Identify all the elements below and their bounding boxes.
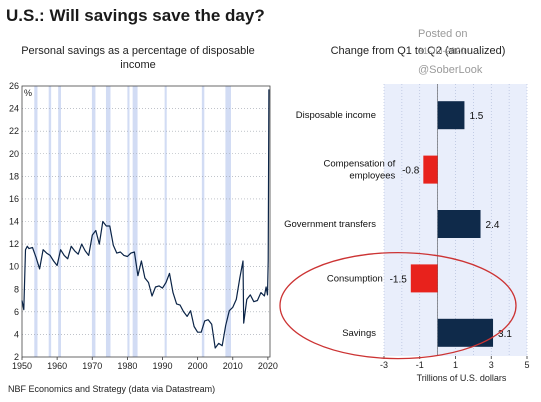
- chart-title: U.S.: Will savings save the day?: [6, 6, 265, 25]
- watermark-date: 31-Jul-2020: [418, 46, 466, 56]
- y-tick-label: 20: [9, 149, 19, 159]
- x-tick-label: -3: [380, 360, 388, 370]
- x-tick-label: 1980: [117, 361, 137, 371]
- y-tick-label: 22: [9, 126, 19, 136]
- recession-band: [127, 86, 130, 357]
- x-tick-label: 2010: [223, 361, 243, 371]
- y-tick-label: 10: [9, 262, 19, 272]
- x-tick-label: 5: [524, 360, 529, 370]
- recession-band: [91, 86, 96, 357]
- category-label: employees: [349, 171, 395, 182]
- y-tick-label: 6: [14, 307, 19, 317]
- bar: [437, 318, 494, 347]
- y-tick-label: 8: [14, 284, 19, 294]
- bar: [437, 210, 481, 238]
- category-label: Consumption: [327, 273, 383, 284]
- source-note: NBF Economics and Strategy (data via Dat…: [8, 384, 216, 394]
- recession-band: [201, 86, 205, 357]
- x-tick-label: -1: [416, 360, 424, 370]
- bar: [437, 101, 465, 130]
- bar-value-label: 3.1: [498, 329, 512, 340]
- category-label: Government transfers: [284, 219, 376, 230]
- bar-value-label: -0.8: [402, 166, 420, 177]
- y-tick-label: 4: [14, 329, 19, 339]
- bar-value-label: 2.4: [486, 220, 500, 231]
- recession-band: [34, 86, 38, 357]
- highlight-ellipse: [279, 251, 517, 360]
- x-axis-label: Trillions of U.S. dollars: [417, 373, 507, 383]
- x-tick-label: 2000: [188, 361, 208, 371]
- y-unit-label: %: [24, 88, 32, 98]
- q2-change-bar-chart: -3 -1 1 3 5 Trillions of U.S. dollars 1.5 Dispo…: [279, 84, 530, 383]
- bar-value-label: -1.5: [390, 274, 408, 285]
- right-chart-subtitle: Change from Q1 to Q2 (annualized): [330, 45, 506, 57]
- x-tick-label: 3: [489, 360, 494, 370]
- y-tick-label: 12: [9, 239, 19, 249]
- watermark-handle: @SoberLook: [418, 64, 483, 76]
- recession-band: [164, 86, 167, 357]
- x-tick-label: 1: [453, 360, 458, 370]
- plot-frame: [21, 85, 271, 358]
- recession-band: [225, 86, 232, 357]
- y-tick-label: 14: [9, 217, 19, 227]
- category-label: Disposable income: [296, 110, 376, 121]
- y-tick-label: 16: [9, 194, 19, 204]
- watermark-posted: Posted on: [418, 28, 468, 40]
- bar: [410, 264, 438, 293]
- recession-band: [105, 86, 111, 357]
- y-tick-label: 24: [9, 104, 19, 114]
- x-tick-label: 1990: [152, 361, 172, 371]
- x-tick-label: 2020: [258, 361, 278, 371]
- x-tick-label: 1950: [12, 361, 32, 371]
- y-tick-label: 2: [14, 352, 19, 362]
- recession-band: [58, 86, 61, 357]
- bar: [423, 155, 438, 184]
- x-tick-label: 1970: [82, 361, 102, 371]
- y-tick-label: 26: [9, 81, 19, 91]
- savings-rate-line: [21, 89, 270, 349]
- y-tick-label: 18: [9, 171, 19, 181]
- recession-band: [132, 86, 138, 357]
- left-chart-subtitle: Personal savings as a percentage of disp…: [21, 45, 255, 71]
- category-label: Compensation of: [323, 159, 395, 170]
- watermark: Posted on 31-Jul-2020 @SoberLook: [418, 28, 538, 77]
- category-label: Savings: [342, 328, 376, 339]
- x-tick-label: 1960: [47, 361, 67, 371]
- bar-value-label: 1.5: [469, 111, 483, 122]
